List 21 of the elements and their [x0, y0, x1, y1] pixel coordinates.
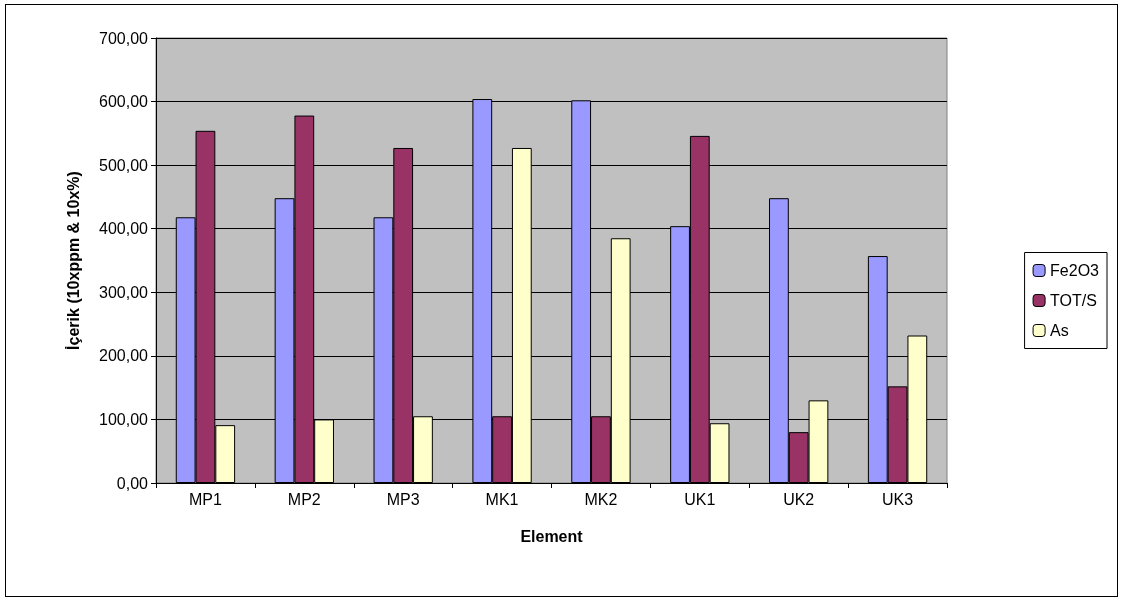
x-axis-title: Element [520, 527, 584, 545]
y-tick-label: 700,00 [99, 29, 149, 47]
x-tick-label: UK3 [882, 490, 914, 508]
y-tick-label: 600,00 [99, 93, 149, 111]
x-tick-label: MP3 [386, 490, 420, 508]
x-tick-label: MP1 [188, 490, 222, 508]
x-tick-label: MK2 [584, 490, 618, 508]
x-tick-label: MK1 [485, 490, 519, 508]
y-tick-label: 200,00 [99, 347, 149, 365]
y-axis-title: İçerik (10xppm & 10x%) [64, 171, 82, 350]
x-tick-label: MP2 [287, 490, 321, 508]
legend-label: Fe2O3 [1050, 262, 1100, 279]
y-tick-label: 500,00 [99, 156, 149, 174]
y-tick-label: 100,00 [99, 410, 149, 428]
y-tick-label: 0,00 [116, 474, 149, 492]
x-tick-label: UK1 [684, 490, 716, 508]
legend-label: As [1050, 322, 1069, 339]
y-tick-label: 400,00 [99, 220, 149, 238]
legend-label: TOT/S [1050, 292, 1097, 309]
x-tick-label: UK2 [783, 490, 815, 508]
y-tick-label: 300,00 [99, 283, 149, 301]
